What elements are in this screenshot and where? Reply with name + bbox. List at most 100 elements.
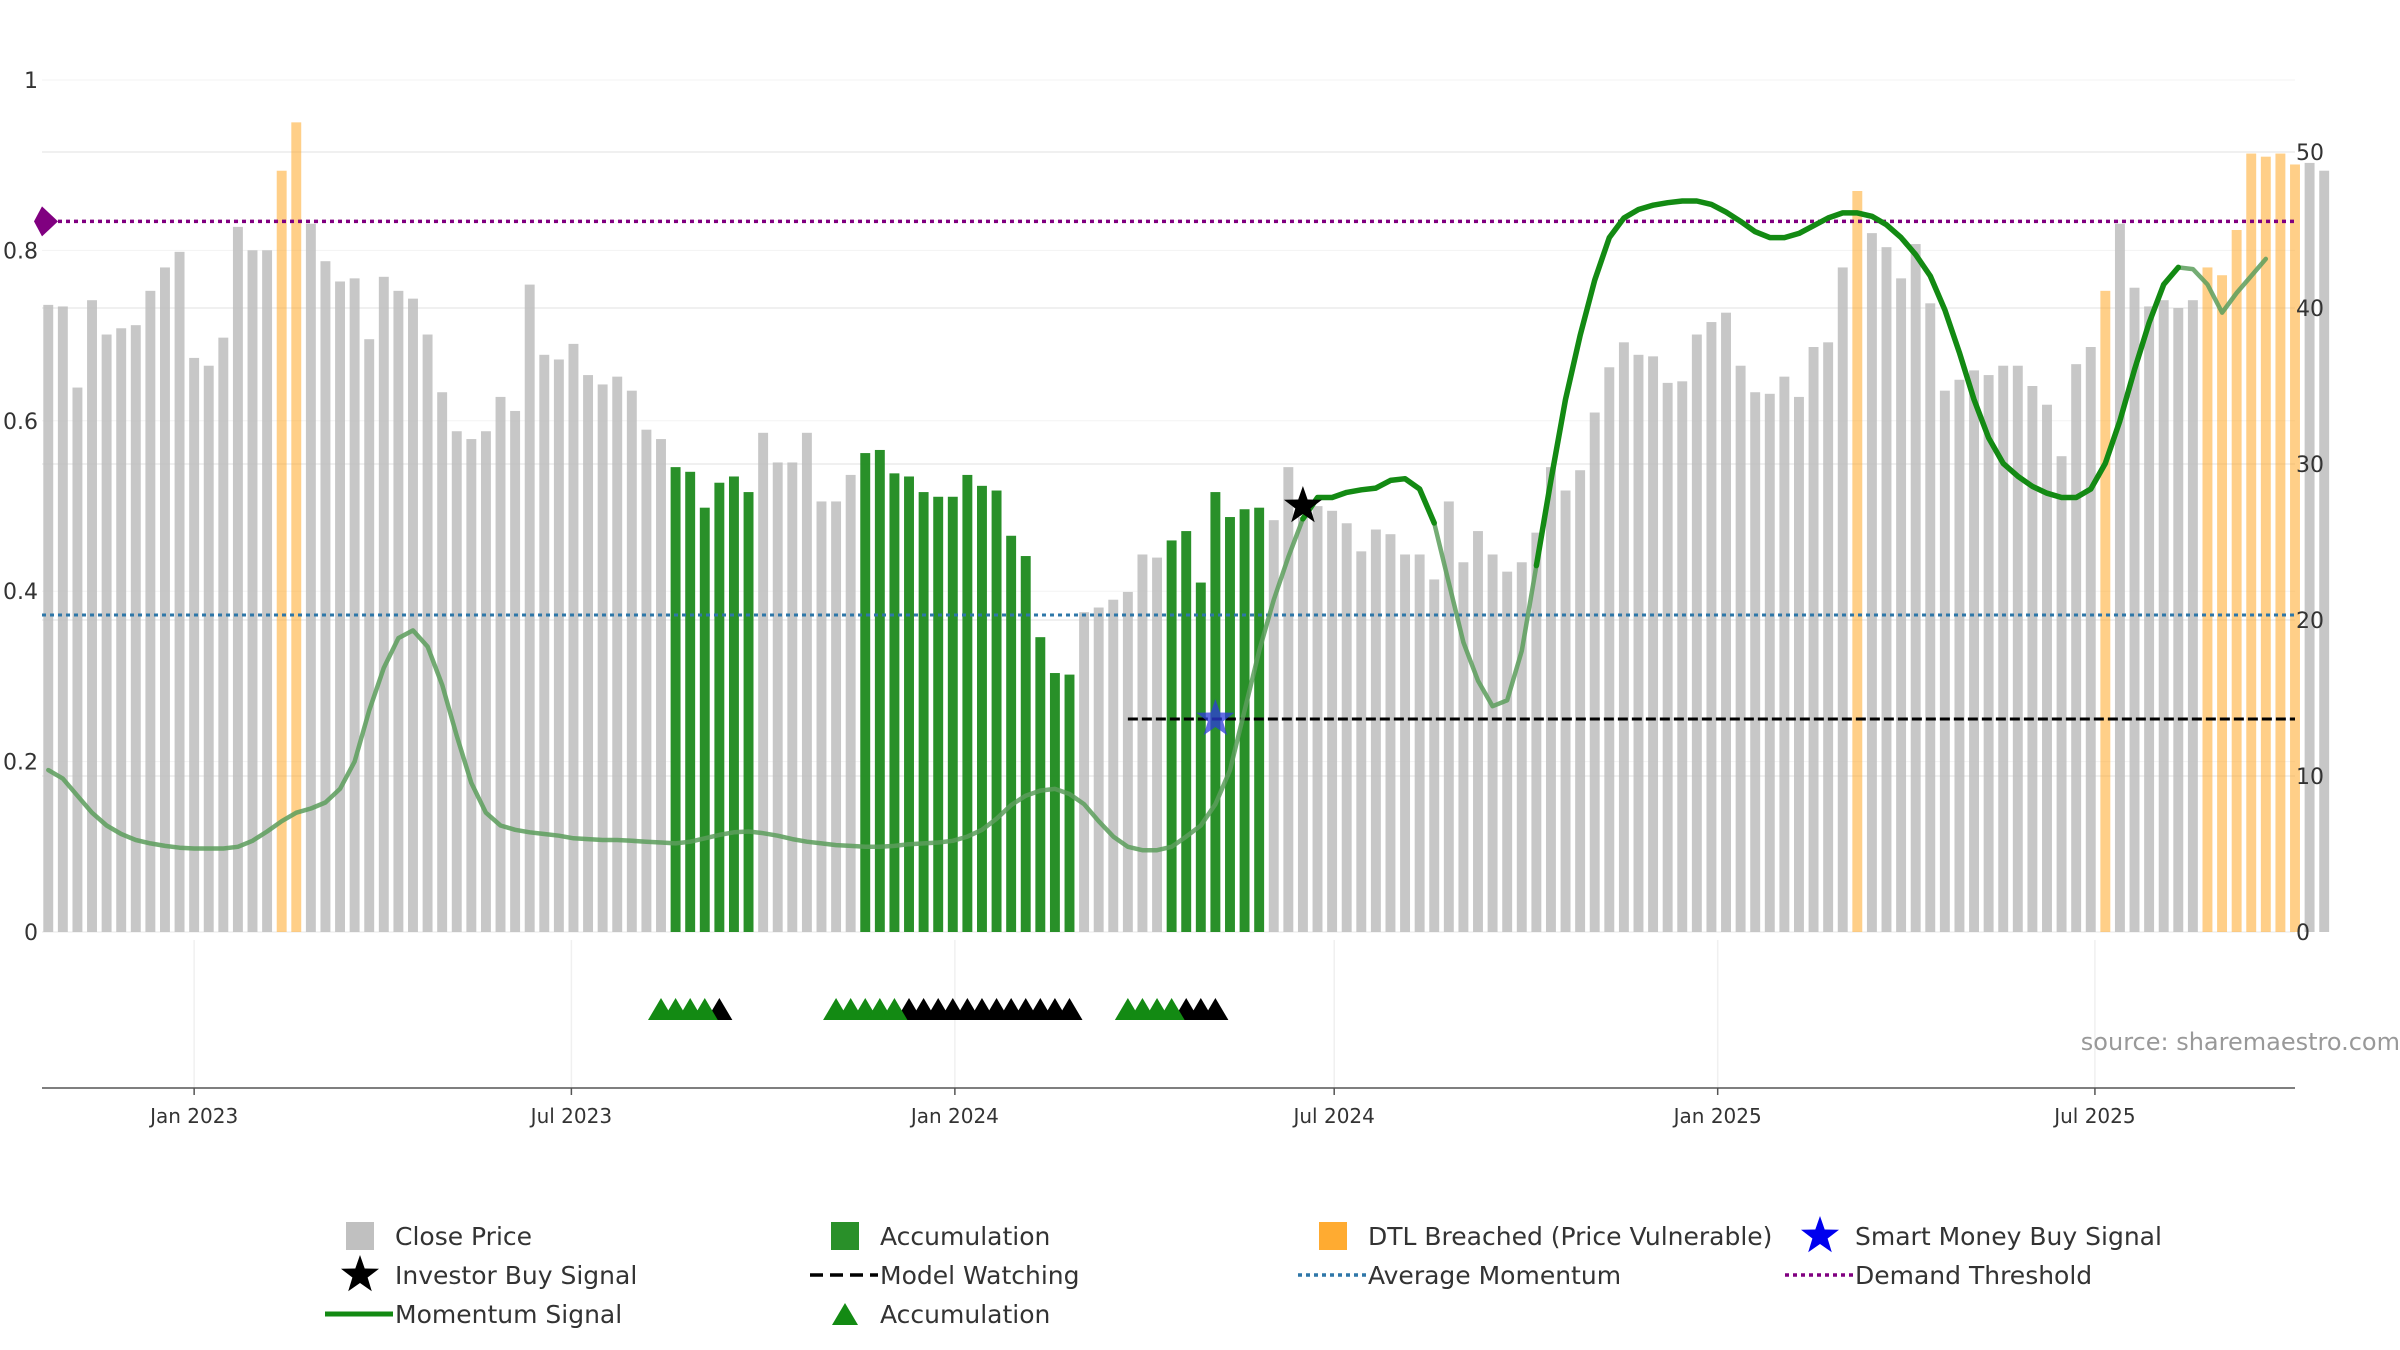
- close-price-bar: [335, 281, 345, 933]
- close-price-bar: [1545, 467, 1556, 932]
- close-price-bar: [1808, 347, 1819, 932]
- legend-item: Investor Buy Signal: [341, 1255, 637, 1292]
- close-price-bar: [1983, 375, 1994, 933]
- right-y-tick-label: 10: [2296, 765, 2324, 790]
- close-price-bar: [845, 474, 856, 932]
- accumulation-bar: [991, 490, 1002, 932]
- close-price-bar: [364, 339, 375, 932]
- legend-label-average-momentum: Average Momentum: [1368, 1261, 1621, 1290]
- close-price-bar: [1691, 334, 1702, 932]
- axes-layer: Jan 2023 Jul 2023 Jan 2024 Jul 2024 Jan 2025…: [3, 69, 2324, 1128]
- close-price-bar: [130, 325, 141, 932]
- close-price-bar: [1721, 312, 1731, 932]
- accumulation-bar: [977, 485, 987, 932]
- close-price-bar: [1706, 322, 1717, 932]
- dtl-breached-bar: [2260, 156, 2271, 932]
- accumulation-bar: [860, 453, 871, 932]
- close-price-bar: [2085, 347, 2096, 932]
- close-price-bar: [1750, 392, 1761, 932]
- accumulation-bar: [1064, 674, 1075, 932]
- dtl-breached-bar: [291, 122, 302, 933]
- close-price-bar: [2187, 300, 2198, 932]
- close-price-bar: [1648, 356, 1659, 932]
- close-price-bar: [1502, 571, 1513, 932]
- legend-label-model-watching: Model Watching: [880, 1261, 1080, 1290]
- close-price-bar: [1531, 532, 1542, 932]
- legend-item: Smart Money Buy Signal: [1801, 1216, 2162, 1253]
- accumulation-bar: [947, 496, 958, 932]
- close-price-bar: [101, 334, 112, 932]
- close-price-bar: [1910, 244, 1921, 933]
- close-price-bar: [451, 431, 462, 932]
- close-price-bar: [393, 290, 404, 933]
- close-price-bar: [1443, 501, 1454, 932]
- momentum-signal-strong-segment: [1300, 475, 1437, 526]
- x-tick-label: Jan 2024: [909, 1104, 999, 1128]
- close-price-bar: [1400, 554, 1411, 932]
- accumulation-bar: [1166, 540, 1177, 932]
- bars-layer: [43, 122, 2330, 933]
- close-price-bar: [1881, 247, 1892, 932]
- left-y-tick-label: 0: [24, 921, 38, 946]
- close-price-bar: [1122, 591, 1133, 932]
- dtl-breached-bar: [1852, 191, 1863, 932]
- close-price-bar: [1954, 379, 1965, 932]
- close-price-bar: [641, 429, 652, 932]
- dtl-breached-bar: [2202, 267, 2213, 932]
- model-watching-triangle: [1202, 998, 1229, 1020]
- close-price-bar: [1998, 365, 2009, 933]
- close-price-bar: [510, 410, 521, 933]
- dtl-breached-bar: [2100, 290, 2111, 933]
- close-price-bar: [1356, 551, 1367, 932]
- dtl-breached-bar: [276, 170, 287, 933]
- close-price-bar: [772, 462, 783, 932]
- close-price-bar: [1779, 376, 1790, 932]
- close-price-bar: [1575, 470, 1586, 932]
- x-tick-label: Jan 2025: [1672, 1104, 1762, 1128]
- close-price-bar: [247, 250, 258, 932]
- close-price-bar: [1137, 554, 1148, 932]
- accumulation-bar: [933, 496, 944, 932]
- close-price-bar: [1283, 467, 1294, 932]
- close-price-bar: [2027, 386, 2038, 932]
- close-price-bar: [218, 337, 229, 932]
- close-price-bar: [1516, 562, 1527, 932]
- close-price-bar: [1866, 233, 1877, 932]
- accumulation-bar: [1195, 582, 1206, 932]
- right-y-tick-label: 0: [2296, 921, 2310, 946]
- close-price-bar: [656, 439, 666, 932]
- close-price-bar: [1370, 529, 1381, 932]
- close-price-bar: [2173, 308, 2184, 932]
- close-price-bar: [320, 261, 331, 932]
- accumulation-triangle: [881, 998, 908, 1020]
- close-price-bar: [437, 392, 448, 932]
- close-price-bar: [305, 223, 316, 932]
- legend-item: DTL Breached (Price Vulnerable): [1319, 1222, 1772, 1251]
- close-price-bar: [495, 396, 506, 932]
- right-y-tick-label: 50: [2296, 141, 2324, 166]
- dtl-breached-bar: [2275, 153, 2286, 932]
- close-price-bar: [1341, 523, 1352, 932]
- legend-layer: Close Price Accumulation DTL Breached (Pri…: [325, 1216, 2162, 1329]
- accumulation-bar: [1035, 637, 1046, 932]
- legend-item: Demand Threshold: [1785, 1261, 2092, 1290]
- close-price-bar: [2042, 404, 2052, 933]
- legend-item: Model Watching: [810, 1261, 1080, 1290]
- close-price-bar: [145, 290, 156, 933]
- close-price-bar: [1458, 562, 1469, 932]
- x-tick-label: Jan 2023: [148, 1104, 238, 1128]
- momentum-signal-strong-segment: [1533, 198, 2182, 569]
- legend-star-investor-buy-signal: [341, 1255, 379, 1292]
- close-price-bar: [1794, 396, 1804, 932]
- close-price-bar: [1925, 303, 1936, 932]
- right-y-tick-label: 40: [2296, 297, 2324, 322]
- accumulation-bar: [743, 492, 754, 932]
- accumulation-bar: [918, 492, 929, 932]
- close-price-bar: [1429, 579, 1440, 932]
- legend-star-smart-money-buy-signal: [1801, 1216, 1839, 1253]
- legend-item: Close Price: [346, 1222, 532, 1251]
- legend-item: Average Momentum: [1298, 1261, 1621, 1290]
- accumulation-bar: [699, 507, 710, 932]
